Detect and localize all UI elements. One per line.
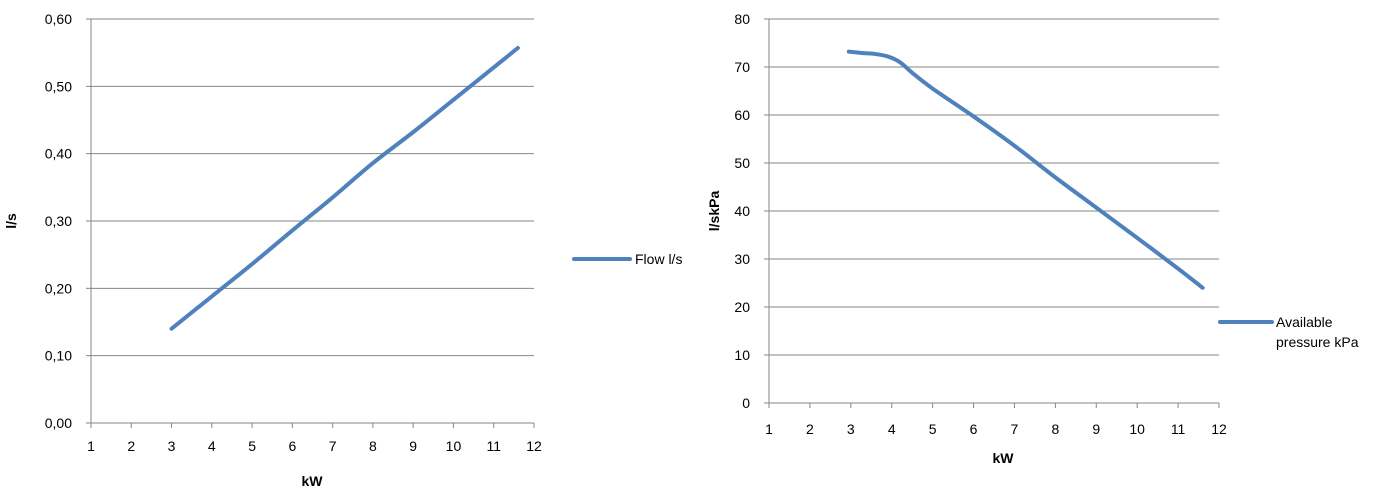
x-tick-label: 3 <box>168 438 176 454</box>
y-tick-label: 0,50 <box>45 78 72 94</box>
y-tick-label: 0,30 <box>45 213 72 229</box>
x-tick-label: 5 <box>248 438 256 454</box>
x-tick-label: 2 <box>806 421 814 437</box>
x-tick-label: 7 <box>329 438 337 454</box>
x-tick-label: 9 <box>1092 421 1100 437</box>
x-tick-label: 12 <box>526 438 542 454</box>
x-tick-label: 1 <box>87 438 95 454</box>
y-tick-label: 80 <box>734 11 750 27</box>
y-tick-label: 0,20 <box>45 280 72 296</box>
x-tick-label: 8 <box>1051 421 1059 437</box>
y-tick-label: 60 <box>734 107 750 123</box>
y-tick-label: 50 <box>734 155 750 171</box>
y-tick-label: 0,00 <box>45 415 72 431</box>
series-line <box>169 45 520 331</box>
y-tick-label: 30 <box>734 251 750 267</box>
x-tick-label: 10 <box>446 438 462 454</box>
y-tick-label: 20 <box>734 299 750 315</box>
y-tick-label: 0 <box>742 395 750 411</box>
y-axis-title: l/skPa <box>706 191 722 232</box>
x-tick-label: 1 <box>765 421 773 437</box>
x-axis-title: kW <box>993 450 1015 466</box>
x-tick-label: 5 <box>929 421 937 437</box>
y-tick-label: 0,40 <box>45 146 72 162</box>
x-tick-label: 3 <box>847 421 855 437</box>
x-tick-label: 4 <box>888 421 896 437</box>
y-tick-label: 40 <box>734 203 750 219</box>
y-tick-label: 0,10 <box>45 348 72 364</box>
y-tick-label: 70 <box>734 59 750 75</box>
x-tick-label: 7 <box>1011 421 1019 437</box>
legend-label: Available pressure kPa <box>1276 314 1359 350</box>
x-tick-label: 11 <box>486 438 501 454</box>
x-tick-label: 2 <box>127 438 135 454</box>
x-tick-label: 12 <box>1211 421 1227 437</box>
y-axis-title: l/s <box>3 213 19 229</box>
legend-label: Flow l/s <box>635 251 682 267</box>
x-tick-label: 8 <box>369 438 377 454</box>
x-tick-label: 9 <box>409 438 417 454</box>
y-tick-label: 10 <box>734 347 750 363</box>
y-tick-label: 0,60 <box>45 11 72 27</box>
x-tick-label: 6 <box>970 421 978 437</box>
x-tick-label: 10 <box>1129 421 1145 437</box>
x-axis-title: kW <box>302 473 324 489</box>
series-line <box>846 49 1205 290</box>
x-tick-label: 6 <box>288 438 296 454</box>
chart-flow: 0,000,100,200,300,400,500,601 2 3 4 5 6 7 8 9 10 1… <box>3 11 682 489</box>
x-tick-label: 4 <box>208 438 216 454</box>
x-tick-label: 11 <box>1171 421 1186 437</box>
